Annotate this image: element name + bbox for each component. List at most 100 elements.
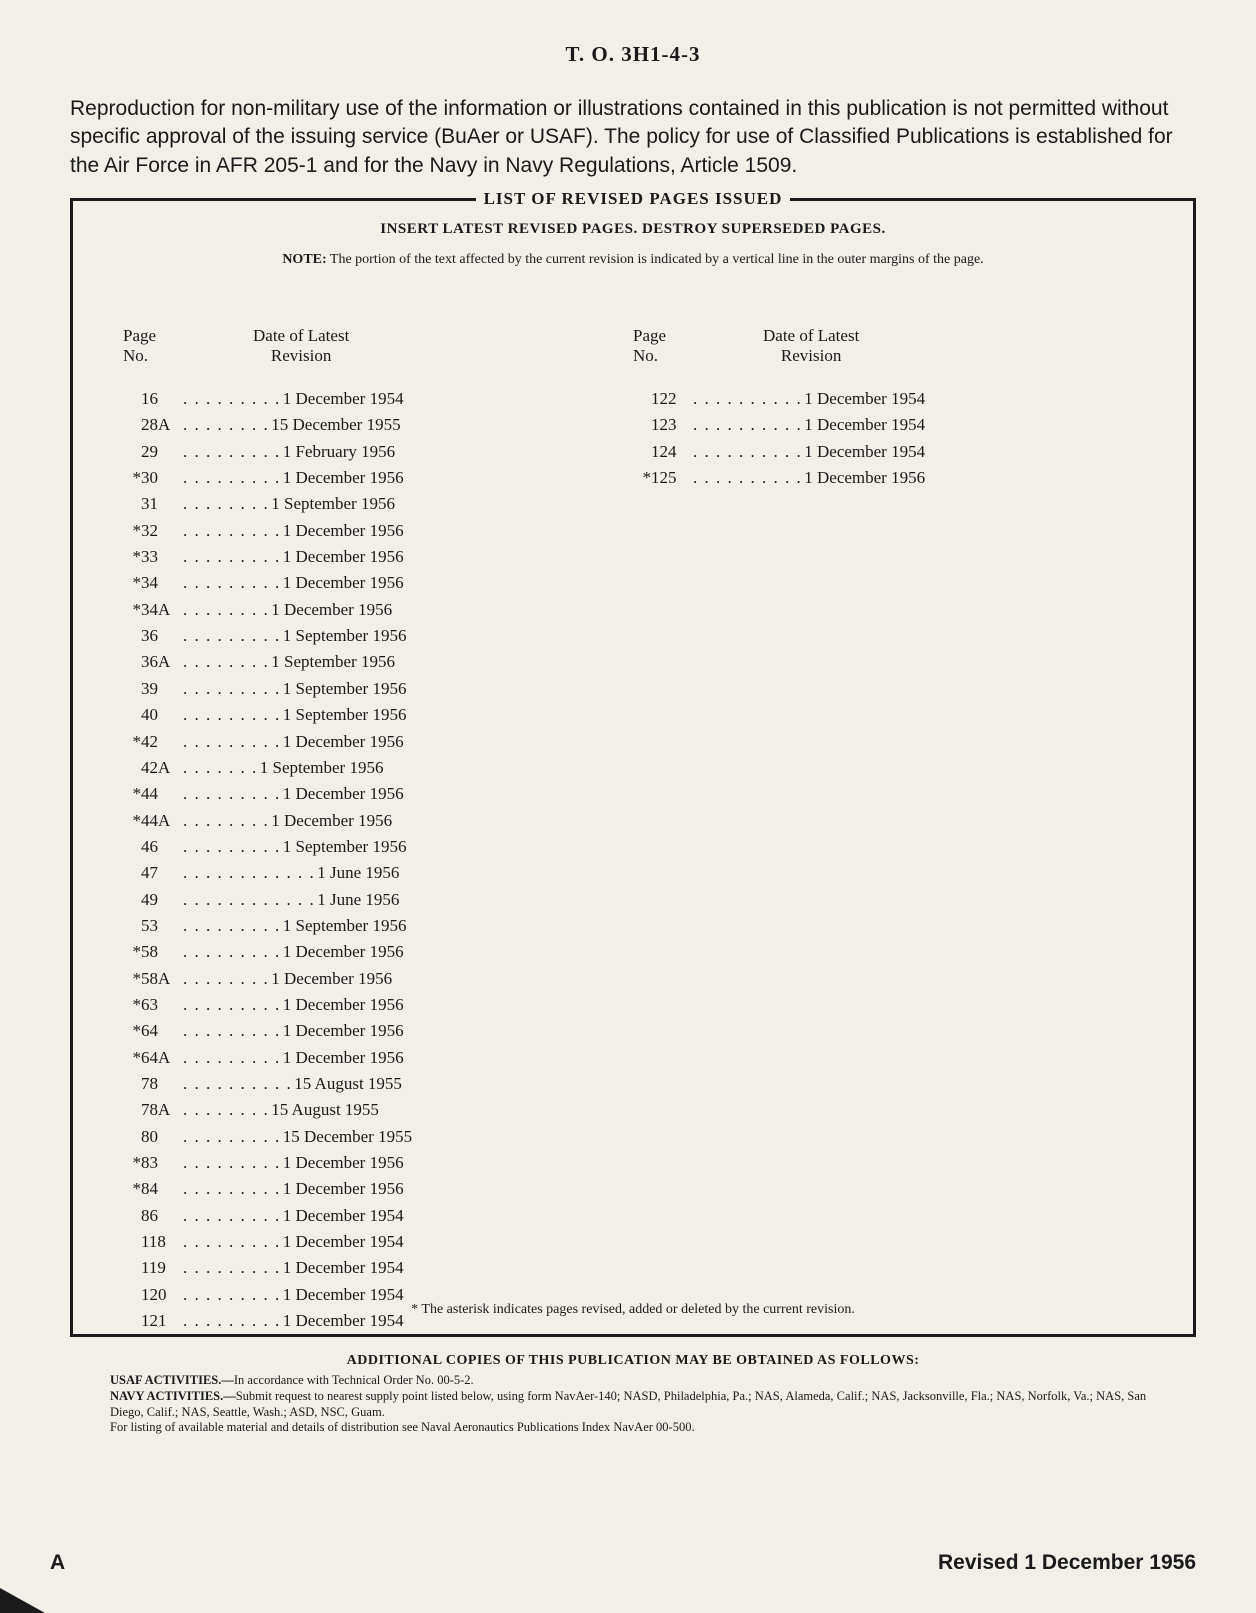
revision-date: 1 December 1956 (283, 1150, 404, 1176)
revision-date: 1 September 1956 (283, 702, 407, 728)
revision-date: 1 September 1956 (283, 834, 407, 860)
revision-date: 1 December 1956 (283, 544, 404, 570)
revision-asterisk: * (127, 939, 141, 965)
revision-page-number: 40 (141, 702, 181, 728)
note-label: NOTE: (282, 252, 326, 267)
revision-date: 1 December 1956 (283, 465, 404, 491)
revision-row: *84 . . . . . . . . . 1 December 1956 (123, 1176, 633, 1202)
revision-dots: . . . . . . . . . . (691, 465, 804, 491)
revision-page-number: 29 (141, 439, 181, 465)
revision-asterisk: * (127, 1018, 141, 1044)
revision-row: *30. . . . . . . . .1 December 1956 (123, 465, 633, 491)
revision-page-number: 78 (141, 1071, 181, 1097)
revised-date: Revised 1 December 1956 (938, 1551, 1196, 1575)
revision-date: 1 December 1956 (283, 992, 404, 1018)
revision-date: 1 December 1956 (283, 1018, 404, 1044)
revision-asterisk: * (127, 544, 141, 570)
revision-page-number: 53 (141, 913, 181, 939)
corner-shadow (0, 1588, 45, 1613)
revision-page-number: 32 (141, 518, 181, 544)
revision-row: 28A. . . . . . . .15 December 1955 (123, 412, 633, 438)
revision-date: 1 September 1956 (271, 491, 395, 517)
footer-section: ADDITIONAL COPIES OF THIS PUBLICATION MA… (70, 1353, 1196, 1436)
revision-page-number: 118 (141, 1229, 181, 1255)
revision-page-number: 58A (141, 966, 181, 992)
revision-date: 15 December 1955 (283, 1124, 412, 1150)
column-header-left: Page No. Date of Latest Revision (123, 326, 633, 366)
revision-dots: . . . . . . . . (181, 649, 271, 675)
revision-row: *64. . . . . . . . . 1 December 1956 (123, 1018, 633, 1044)
revision-date: 1 December 1956 (271, 597, 392, 623)
revision-dots: . . . . . . . . (181, 597, 271, 623)
revision-page-number: 125 (651, 465, 691, 491)
box-title-wrap: LIST OF REVISED PAGES ISSUED (73, 189, 1193, 209)
revision-asterisk: * (127, 1176, 141, 1202)
revision-page-number: 30 (141, 465, 181, 491)
revision-page-number: 119 (141, 1255, 181, 1281)
revision-date: 1 September 1956 (283, 623, 407, 649)
revision-page-number: 46 (141, 834, 181, 860)
revision-page-number: 80 (141, 1124, 181, 1150)
revision-row: 124 . . . . . . . . . . 1 December 1954 (633, 439, 1143, 465)
revision-row: 80 . . . . . . . . .15 December 1955 (123, 1124, 633, 1150)
revision-row: * 125 . . . . . . . . . . 1 December 195… (633, 465, 1143, 491)
revision-row: 31. . . . . . . .1 September 1956 (123, 491, 633, 517)
revision-dots: . . . . . . . . . (181, 913, 283, 939)
revision-date: 15 August 1955 (271, 1097, 379, 1123)
revision-asterisk: * (637, 465, 651, 491)
revision-row: 47. . . . . . . . . . . . 1 June 1956 (123, 860, 633, 886)
revision-row: 123 . . . . . . . . . . 1 December 1954 (633, 412, 1143, 438)
revision-row: *83 . . . . . . . . . 1 December 1956 (123, 1150, 633, 1176)
footer-usaf-text: In accordance with Technical Order No. 0… (234, 1373, 474, 1387)
revision-dots: . . . . . . . . . (181, 386, 283, 412)
page-footer: A Revised 1 December 1956 (50, 1551, 1196, 1575)
revision-dots: . . . . . . . . . . (691, 412, 804, 438)
footer-listing: For listing of available material and de… (110, 1420, 1156, 1436)
revision-date: 1 February 1956 (283, 439, 395, 465)
revision-date: 1 December 1956 (283, 1176, 404, 1202)
revision-date: 1 December 1956 (283, 1045, 404, 1071)
revision-dots: . . . . . . . . (181, 412, 271, 438)
revision-row: 36A. . . . . . . .1 September 1956 (123, 649, 633, 675)
revision-date: 1 June 1956 (317, 860, 399, 886)
revision-dots: . . . . . . . . . . (691, 386, 804, 412)
revision-dots: . . . . . . . . . (181, 623, 283, 649)
revision-row: *34. . . . . . . . .1 December 1956 (123, 570, 633, 596)
revision-page-number: 63 (141, 992, 181, 1018)
asterisk-note: * The asterisk indicates pages revised, … (73, 1302, 1193, 1318)
revision-page-number: 58 (141, 939, 181, 965)
revision-asterisk: * (127, 808, 141, 834)
footer-navy-label: NAVY ACTIVITIES.— (110, 1389, 236, 1403)
revision-row: *44. . . . . . . . . 1 December 1956 (123, 781, 633, 807)
revision-page-number: 36 (141, 623, 181, 649)
revision-dots: . . . . . . . . . . (181, 1071, 294, 1097)
revision-date: 1 December 1956 (283, 729, 404, 755)
revision-page-number: 42A (141, 755, 181, 781)
revision-page-number: 78A (141, 1097, 181, 1123)
revision-asterisk: * (127, 1045, 141, 1071)
revision-date: 1 December 1956 (271, 966, 392, 992)
revision-row: 16. . . . . . . . .1 December 1954 (123, 386, 633, 412)
revision-page-number: 42 (141, 729, 181, 755)
revision-asterisk: * (127, 992, 141, 1018)
revision-rows-left: 16. . . . . . . . .1 December 195428A. .… (123, 386, 633, 1334)
revision-date: 1 December 1954 (283, 1229, 404, 1255)
revision-page-number: 84 (141, 1176, 181, 1202)
revision-dots: . . . . . . . . . (181, 781, 283, 807)
revision-page-number: 123 (651, 412, 691, 438)
revision-page-number: 124 (651, 439, 691, 465)
revision-date: 1 December 1954 (283, 1203, 404, 1229)
revision-dots: . . . . . . . . . (181, 465, 283, 491)
revision-page-number: 39 (141, 676, 181, 702)
col-header-page: Page No. (123, 326, 223, 366)
revision-row: 39. . . . . . . . .1 September 1956 (123, 676, 633, 702)
revision-dots: . . . . . . . . . . . . (181, 860, 317, 886)
revision-page-number: 34A (141, 597, 181, 623)
revision-dots: . . . . . . . . . . (691, 439, 804, 465)
revision-row: *42. . . . . . . . . 1 December 1956 (123, 729, 633, 755)
revision-row: 53. . . . . . . . . 1 September 1956 (123, 913, 633, 939)
footer-navy-text: Submit request to nearest supply point l… (110, 1389, 1146, 1419)
revision-asterisk: * (127, 570, 141, 596)
revision-asterisk: * (127, 465, 141, 491)
revision-dots: . . . . . . . . . (181, 1124, 283, 1150)
